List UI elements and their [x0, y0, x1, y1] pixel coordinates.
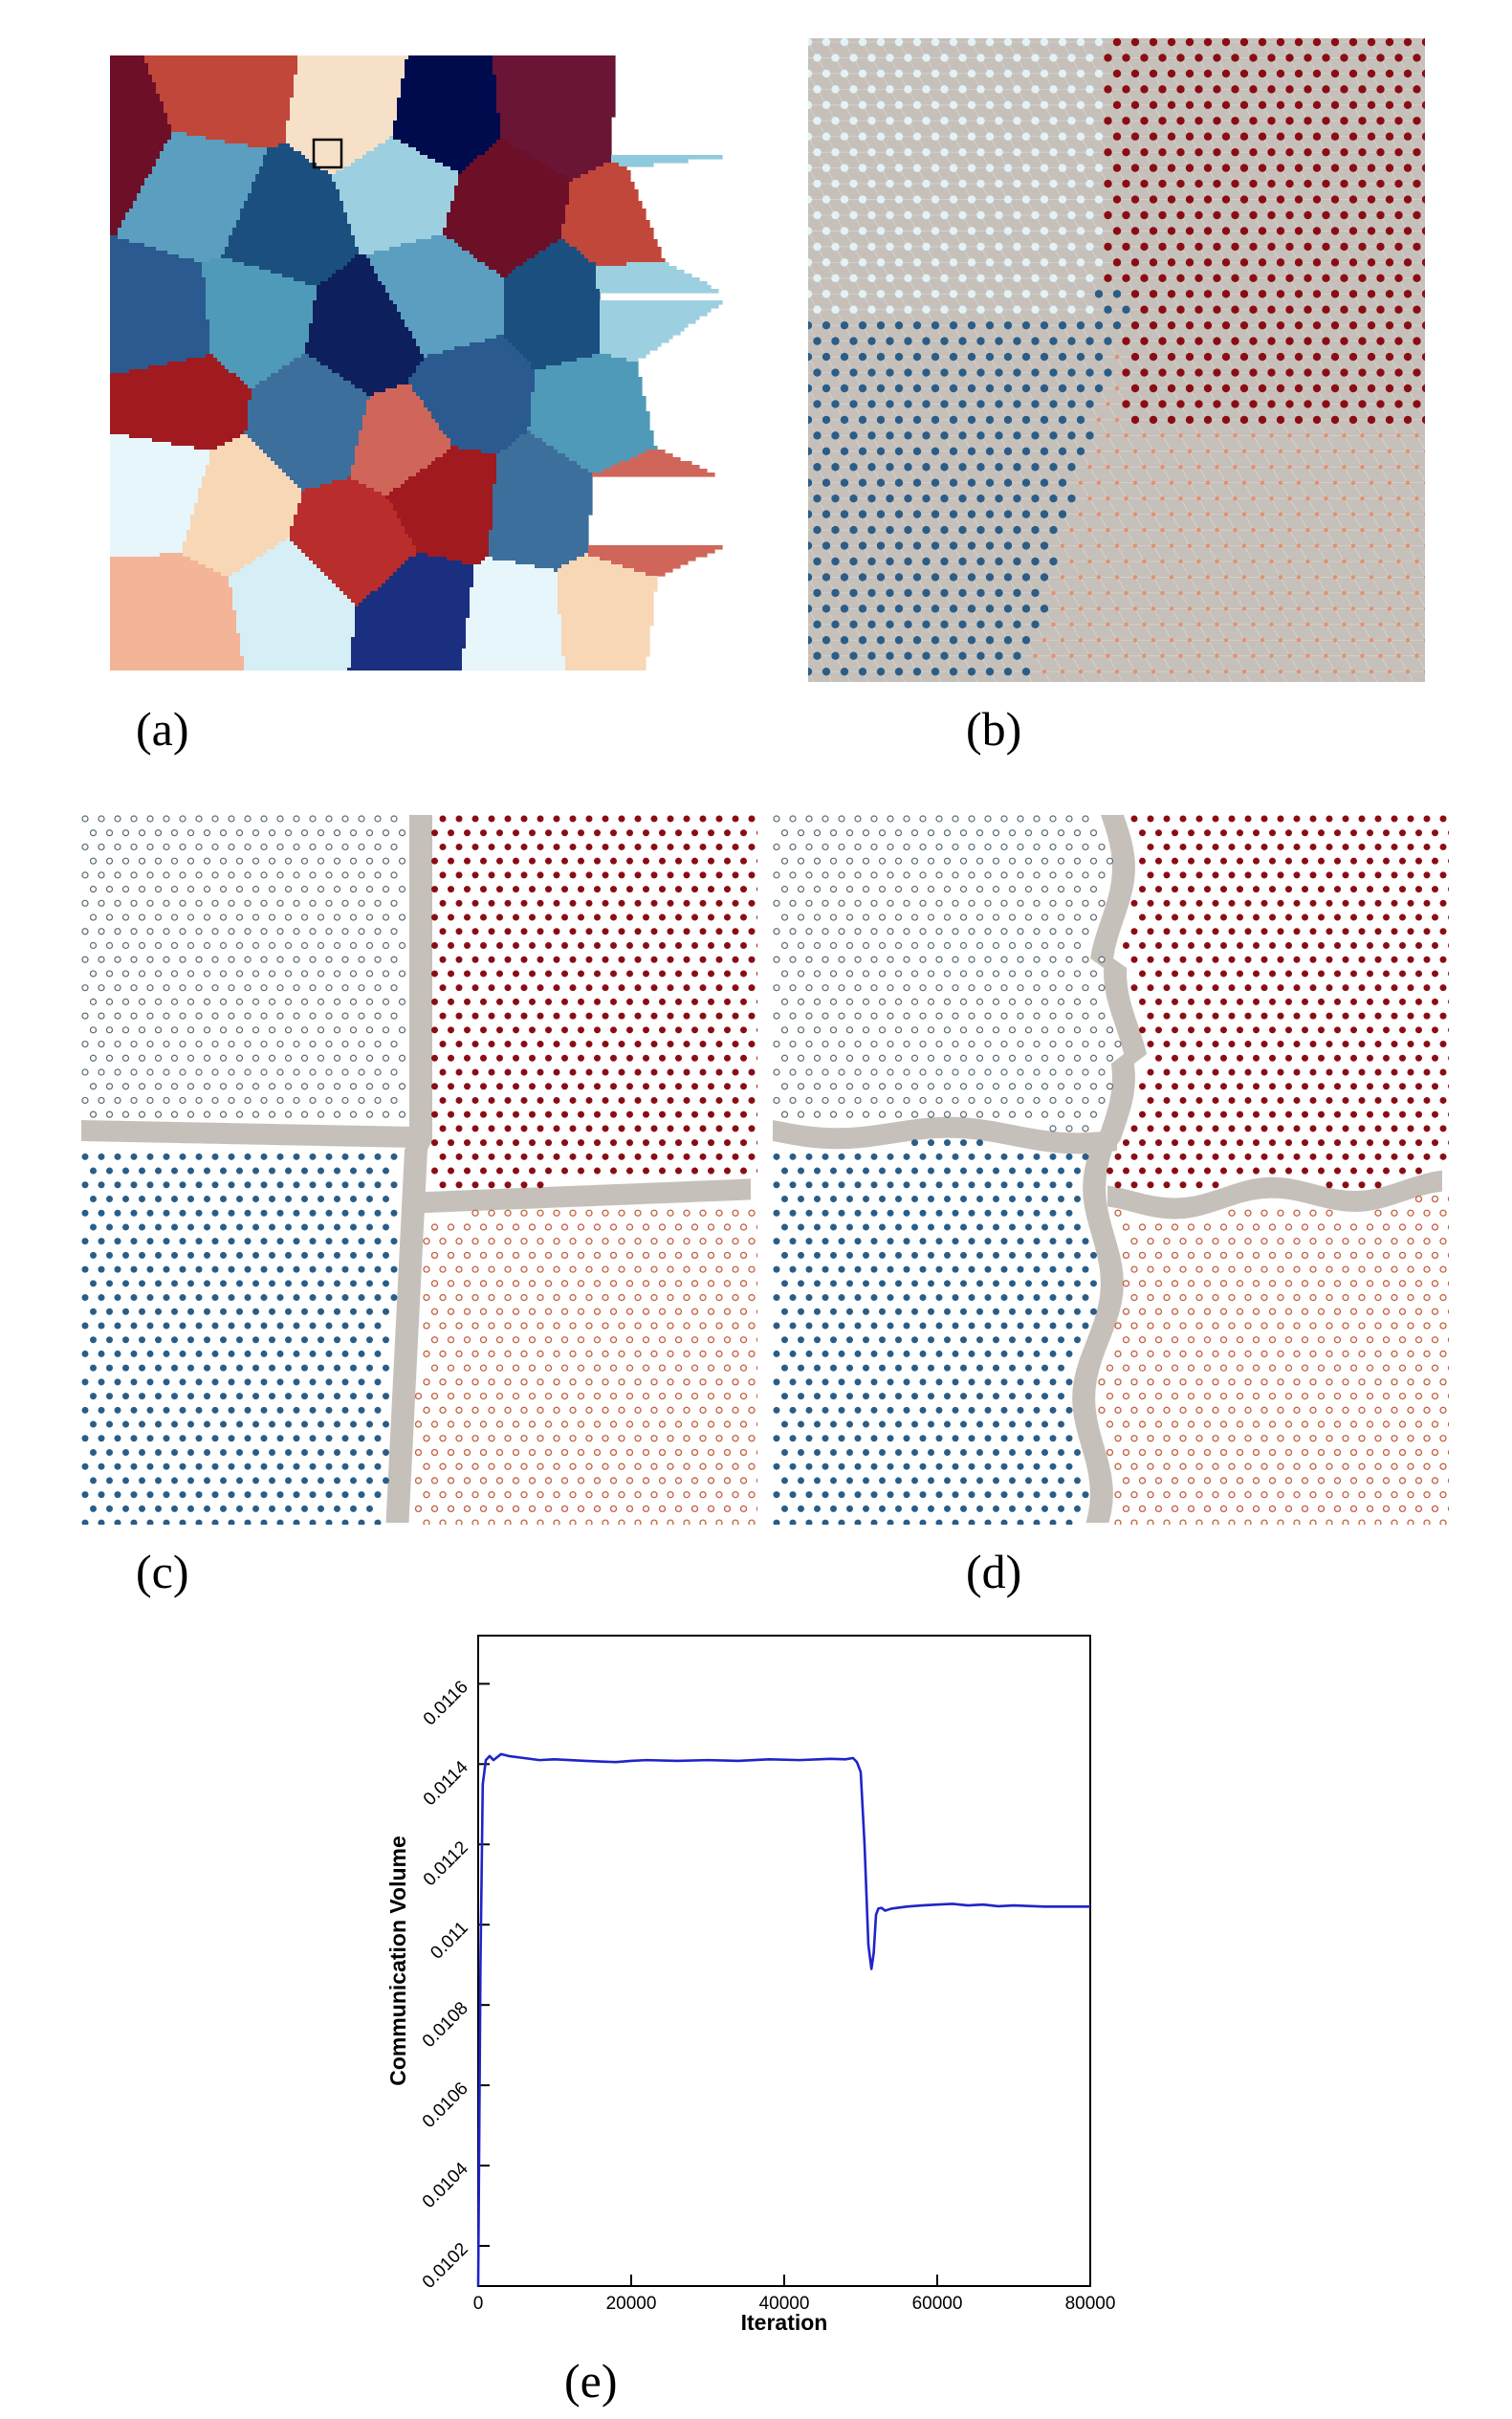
- series-line: [476, 1752, 1090, 2287]
- particles: [808, 38, 1425, 676]
- caption-b: (b): [966, 702, 1022, 756]
- y-tick-label: 0.0108: [419, 1998, 472, 2052]
- caption-e: (e): [564, 2354, 618, 2408]
- panel-d-partition-irregular: [773, 815, 1449, 1525]
- caption-d: (d): [966, 1545, 1022, 1598]
- x-tick-label: 80000: [1065, 2294, 1116, 2314]
- voronoi-grain-map: [110, 55, 723, 671]
- plot-frame: [477, 1635, 1091, 2287]
- panel-a-voronoi-grains: [110, 55, 725, 671]
- partition-map-d: [773, 815, 1449, 1525]
- x-tick-label: 20000: [606, 2294, 657, 2314]
- y-tick-label: 0.0106: [419, 2078, 472, 2132]
- panel-b-particle-lattice: [808, 38, 1425, 682]
- partition-map-c: [81, 815, 757, 1525]
- y-tick-label: 0.0102: [419, 2239, 472, 2293]
- y-tick-label: 0.0116: [420, 1677, 472, 1729]
- x-tick-label: 0: [473, 2294, 484, 2314]
- panel-c-partition-straight: [81, 815, 757, 1525]
- y-tick-label: 0.011: [427, 1918, 471, 1963]
- voronoi-cells: [110, 55, 723, 671]
- y-tick-label: 0.0114: [420, 1757, 472, 1810]
- caption-a: (a): [136, 702, 189, 756]
- particles: [81, 815, 757, 1525]
- partition-boundary-band: [81, 815, 751, 1523]
- panel-e-chart: 0.0102 0.0104 0.0106 0.0108 0.011 0.0112 0.011…: [363, 1616, 1148, 2363]
- chart-axes: [477, 1635, 1091, 2287]
- y-axis-title: Communication Volume: [385, 1836, 410, 2086]
- x-tick-label: 40000: [759, 2294, 810, 2314]
- caption-c: (c): [136, 1545, 189, 1598]
- x-tick-label: 60000: [912, 2294, 963, 2314]
- zoom-region-marker: [312, 138, 343, 169]
- x-axis-title: Iteration: [741, 2310, 828, 2335]
- chart-series: [476, 1752, 1090, 2287]
- y-tick-label: 0.0104: [419, 2159, 472, 2212]
- particle-lattice-map: [808, 38, 1425, 682]
- y-tick-label: 0.0112: [420, 1837, 472, 1890]
- particles: [773, 815, 1449, 1525]
- partition-boundary-band: [773, 815, 1442, 1523]
- x-ticks: 0 20000 40000 60000 80000: [473, 2275, 1116, 2314]
- communication-volume-chart: 0.0102 0.0104 0.0106 0.0108 0.011 0.0112 0.011…: [385, 1635, 1116, 2335]
